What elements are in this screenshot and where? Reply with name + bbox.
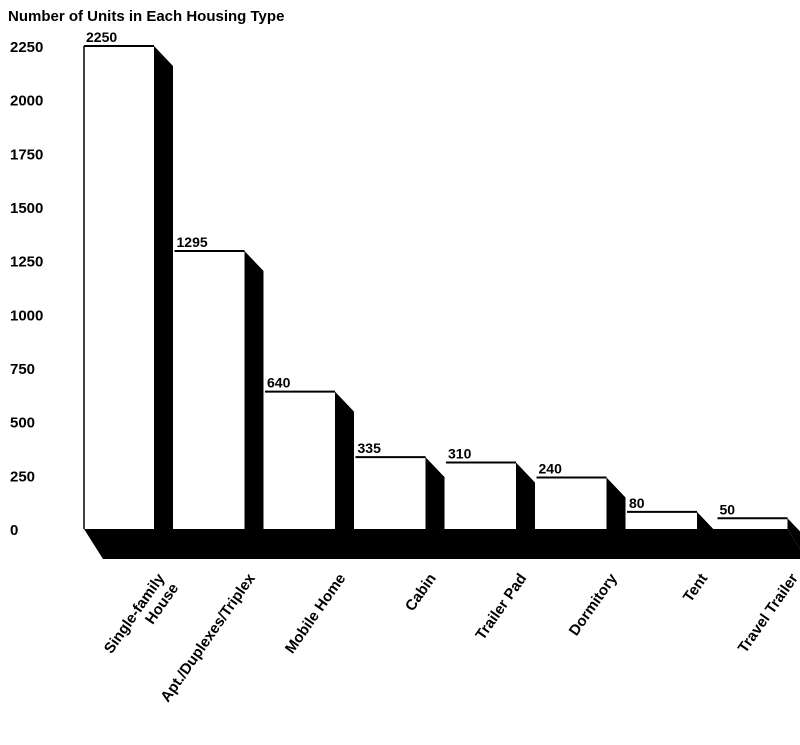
bar: [536, 477, 607, 529]
data-label: 240: [539, 460, 563, 476]
bar-group: 310: [446, 445, 535, 559]
bar-side: [516, 462, 535, 559]
bar: [174, 251, 245, 530]
y-tick-label: 1250: [10, 254, 43, 271]
data-label: 1295: [177, 234, 208, 250]
x-tick-label: Dormitory: [566, 570, 621, 639]
bar: [84, 46, 154, 529]
y-tick-label: 1000: [10, 307, 43, 324]
data-label: 335: [358, 440, 382, 456]
bar-side: [697, 511, 716, 559]
y-tick-label: 500: [10, 415, 35, 432]
data-label: 50: [720, 501, 736, 517]
x-tick-label-line: Cabin: [402, 571, 440, 615]
y-tick-label: 750: [10, 361, 35, 378]
y-tick-label: 250: [10, 468, 35, 485]
bar-side: [335, 391, 354, 559]
bar-side: [244, 251, 264, 560]
y-axis: 0 250 500 750 1000 1250 1500 1750 2000 2250: [10, 39, 43, 539]
bar-group: 50: [717, 501, 800, 549]
data-label: 310: [448, 445, 472, 461]
x-tick-label: Trailer Pad: [472, 571, 530, 644]
bar: [627, 511, 697, 529]
y-tick-label: 1500: [10, 200, 43, 217]
y-tick-label: 0: [10, 522, 18, 539]
bar-side: [606, 477, 626, 559]
bar: [717, 518, 788, 529]
y-tick-label: 2250: [10, 39, 43, 56]
x-tick-label: Mobile Home: [282, 571, 349, 657]
x-tick-label-line: Trailer Pad: [472, 571, 530, 644]
bar-group: 640: [265, 375, 354, 559]
chart-title: Number of Units in Each Housing Type: [8, 8, 285, 25]
data-label: 2250: [86, 29, 117, 45]
bar: [265, 391, 335, 529]
data-label: 640: [267, 375, 291, 391]
bar-group: 80: [627, 495, 716, 559]
bar-group: 240: [536, 460, 626, 559]
bar: [355, 457, 426, 529]
bar-side: [425, 457, 445, 559]
x-tick-label-line: Travel Trailer: [735, 570, 800, 656]
bar-side: [787, 518, 800, 549]
bar-group: 335: [355, 440, 445, 559]
y-tick-label: 1750: [10, 146, 43, 163]
x-tick-label: Tent: [680, 571, 711, 606]
x-tick-label-line: Mobile Home: [282, 571, 349, 657]
x-tick-label-line: Dormitory: [566, 570, 621, 639]
x-tick-label: Single-familyHouse: [101, 570, 183, 667]
bar: [446, 462, 516, 529]
bar-group: 1295: [174, 234, 264, 560]
bar-group: 2250: [83, 29, 173, 559]
bars: 2250 1295 640 335 310 240 80 50: [83, 29, 800, 560]
x-tick-label: Cabin: [402, 571, 440, 615]
x-tick-label: Travel Trailer: [735, 570, 800, 656]
data-label: 80: [629, 495, 645, 511]
x-tick-label-line: Tent: [680, 571, 711, 606]
y-tick-label: 2000: [10, 93, 43, 110]
bar-side: [154, 46, 173, 559]
